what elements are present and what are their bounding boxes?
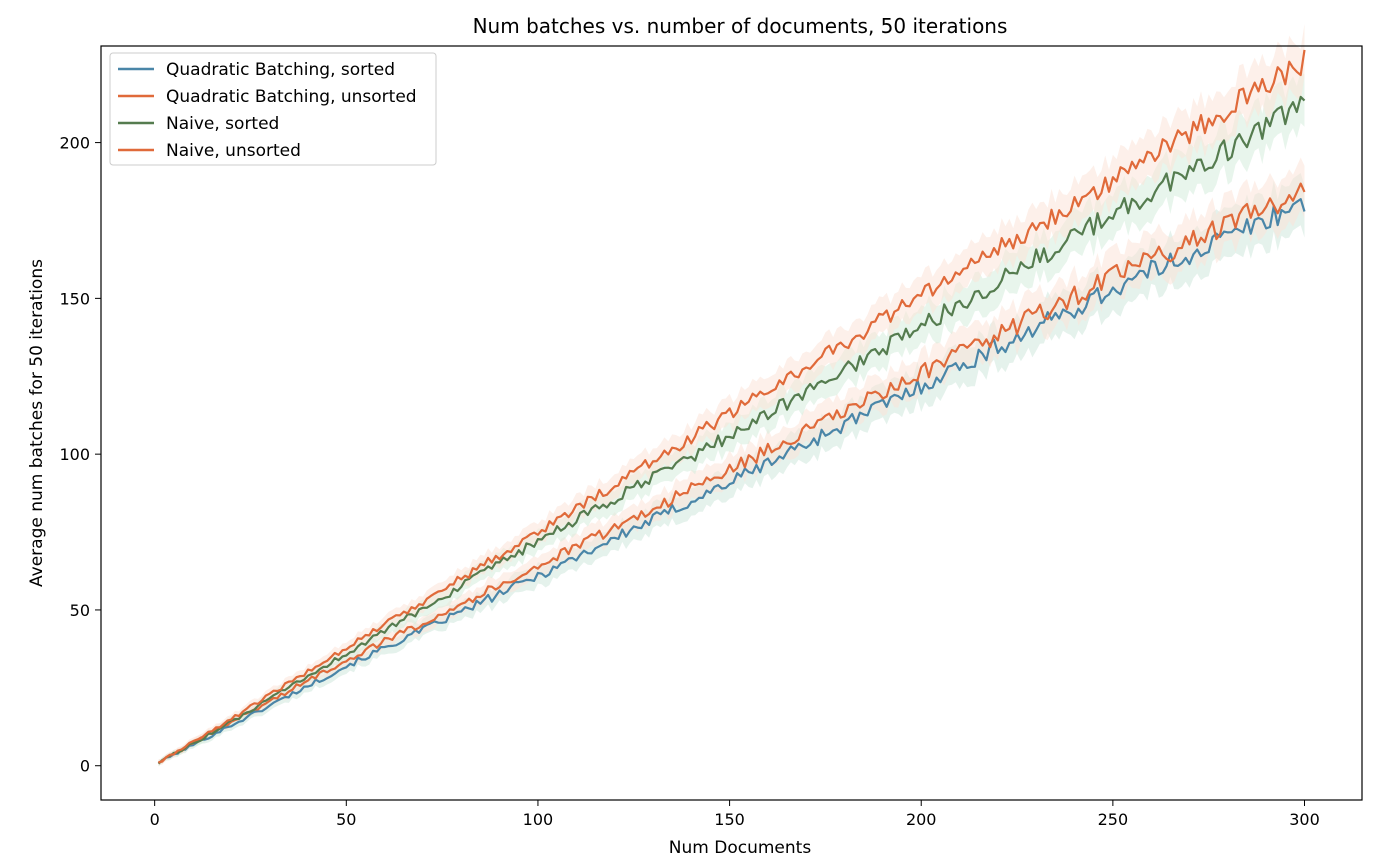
y-tick-label: 50 <box>70 601 90 620</box>
series-line <box>157 198 1306 765</box>
legend-label: Quadratic Batching, sorted <box>166 60 395 80</box>
chart-title: Num batches vs. number of documents, 50 … <box>473 14 1008 38</box>
x-axis-ticks: 0 50 100 150 200 250 300 <box>150 800 1320 829</box>
x-tick-label: 300 <box>1289 810 1320 829</box>
plot-frame <box>100 45 1363 801</box>
x-tick-label: 150 <box>714 810 745 829</box>
series-line <box>157 49 1306 764</box>
x-tick-label: 250 <box>1098 810 1129 829</box>
legend-label: Quadratic Batching, unsorted <box>166 87 417 107</box>
legend: Quadratic Batching, sorted Quadratic Batc… <box>109 52 437 166</box>
y-tick-label: 150 <box>59 289 90 308</box>
x-tick-label: 100 <box>523 810 554 829</box>
legend-box <box>109 52 437 166</box>
series-lines <box>157 49 1306 765</box>
y-axis-label: Average num batches for 50 iterations <box>27 259 47 587</box>
y-tick-label: 0 <box>80 757 90 776</box>
legend-label: Naive, sorted <box>166 114 279 134</box>
y-tick-label: 200 <box>59 134 90 153</box>
legend-label: Naive, unsorted <box>166 141 301 161</box>
x-tick-label: 0 <box>150 810 160 829</box>
series-line <box>157 95 1306 765</box>
x-tick-label: 200 <box>906 810 937 829</box>
x-axis-label: Num Documents <box>669 838 812 858</box>
y-tick-label: 100 <box>59 445 90 464</box>
x-tick-label: 50 <box>336 810 356 829</box>
series-line <box>158 182 1306 764</box>
y-axis-ticks: 0 50 100 150 200 <box>59 134 101 776</box>
